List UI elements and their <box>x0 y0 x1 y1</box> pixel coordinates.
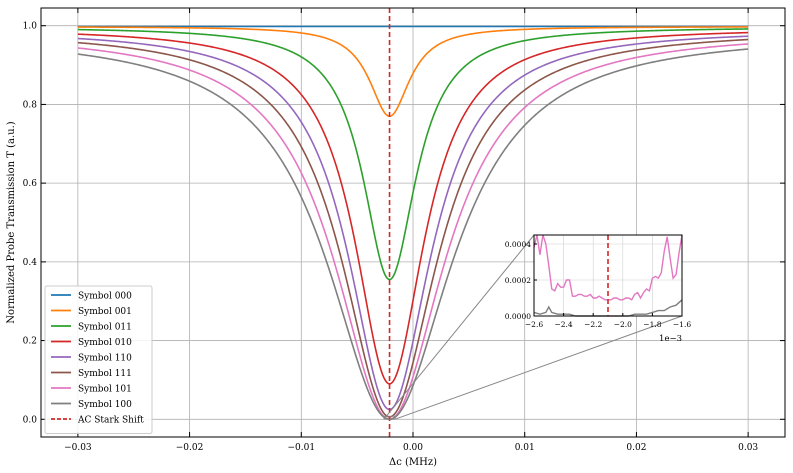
legend-label: Symbol 010 <box>78 338 132 348</box>
x-tick-label: −0.03 <box>64 443 92 453</box>
legend-label: Symbol 001 <box>78 307 132 317</box>
zoom-region-box <box>383 415 396 420</box>
legend: Symbol 000 Symbol 001 Symbol 011 Symbol 010… <box>44 285 153 434</box>
inset-y-tick-label: 0.0002 <box>505 276 531 285</box>
zoom-inset: −2.6 −2.4 −2.2 −2.0 −1.8 −1.6 0.0000 0.0002 0.00… <box>505 234 691 344</box>
main-axis-ticks: −0.03 −0.02 −0.01 0.00 0.01 0.02 0.03 0.0 0.2 0.4… <box>23 8 785 453</box>
series-line <box>77 31 749 385</box>
legend-label: Symbol 000 <box>78 292 132 302</box>
legend-label: AC Stark Shift <box>77 416 144 426</box>
inset-frame <box>533 234 683 317</box>
inset-y-tick-label: 0.0004 <box>505 240 531 249</box>
inset-x-tick-label: −1.8 <box>643 320 661 329</box>
y-tick-label: 1.0 <box>23 22 38 32</box>
series-line <box>77 38 749 418</box>
y-tick-label: 0.0 <box>23 415 38 425</box>
x-tick-label: −0.01 <box>287 443 315 453</box>
legend-label: Symbol 110 <box>78 354 132 364</box>
x-axis-label: Δc (MHz) <box>389 457 437 468</box>
inset-x-tick-label: −2.0 <box>614 320 632 329</box>
x-tick-label: 0.03 <box>738 443 758 453</box>
inset-x-tick-label: −2.4 <box>554 320 572 329</box>
connector-line <box>383 234 535 420</box>
legend-label: Symbol 100 <box>78 400 132 410</box>
series-line <box>77 28 749 281</box>
y-axis-label: Normalized Probe Transmission T (a.u.) <box>6 121 17 323</box>
x-tick-label: 0.00 <box>403 443 423 453</box>
inset-x-tick-label: −2.6 <box>525 320 543 329</box>
series-line <box>77 48 749 421</box>
legend-label: Symbol 011 <box>78 323 132 333</box>
series-line <box>77 43 749 421</box>
connector-line <box>394 315 683 420</box>
inset-connector-lines <box>383 234 683 420</box>
inset-x-tick-label: −1.6 <box>673 320 691 329</box>
inset-y-tick-label: 0.0000 <box>505 312 531 321</box>
legend-box <box>44 285 153 434</box>
inset-x-tick-label: −2.2 <box>584 320 602 329</box>
legend-label: Symbol 111 <box>78 369 132 379</box>
x-tick-label: 0.01 <box>515 443 535 453</box>
series-line <box>77 35 749 411</box>
y-tick-label: 0.8 <box>23 100 38 110</box>
y-tick-label: 0.6 <box>23 179 38 189</box>
series-line <box>77 26 749 118</box>
x-tick-label: −0.02 <box>176 443 204 453</box>
y-tick-label: 0.2 <box>23 337 37 347</box>
legend-label: Symbol 101 <box>78 385 132 395</box>
y-tick-label: 0.4 <box>23 258 38 268</box>
x-tick-label: 0.02 <box>626 443 646 453</box>
inset-offset-text: 1e−3 <box>659 334 682 344</box>
main-series-group <box>77 25 749 421</box>
